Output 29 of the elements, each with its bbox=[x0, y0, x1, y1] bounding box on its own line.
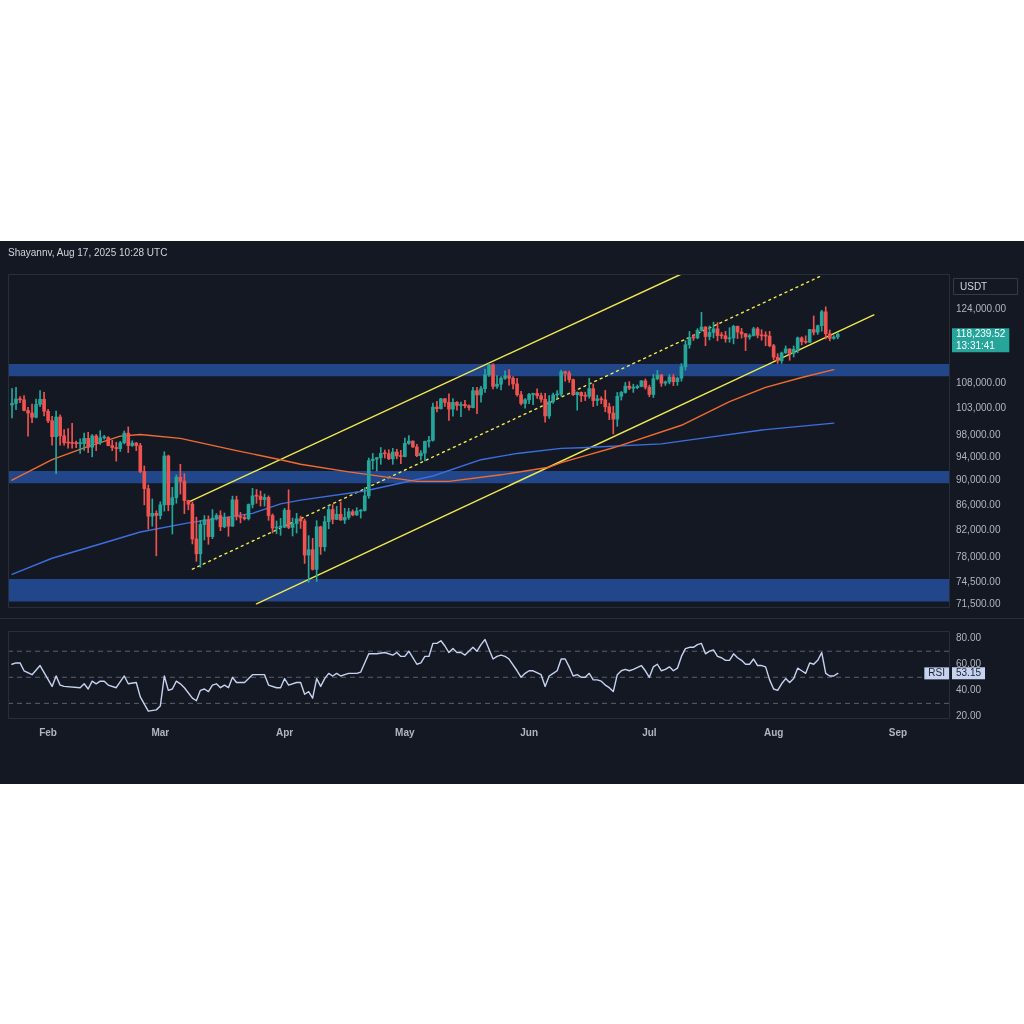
y-tick-label: 108,000.00 bbox=[956, 376, 1007, 388]
y-tick-label: 103,000.00 bbox=[956, 402, 1007, 414]
y-tick-label: 82,000.00 bbox=[956, 524, 1001, 536]
y-tick-label: 98,000.00 bbox=[956, 428, 1001, 440]
y-tick-label: 78,000.00 bbox=[956, 551, 1001, 563]
text: 13:31:41 bbox=[956, 340, 996, 352]
x-tick-label: May bbox=[395, 726, 416, 738]
x-tick-label: Jun bbox=[520, 726, 538, 738]
y-tick-label: 74,500.00 bbox=[956, 575, 1001, 587]
chart-title: Shayannv, Aug 17, 2025 10:28 UTC bbox=[8, 247, 168, 258]
x-tick-label: Feb bbox=[39, 726, 57, 738]
y-tick-label: 40.00 bbox=[956, 684, 982, 696]
y-tick-label: 71,500.00 bbox=[956, 597, 1001, 609]
y-tick-label: 20.00 bbox=[956, 710, 982, 722]
x-tick-label: Aug bbox=[763, 726, 784, 738]
y-axis-title: USDT bbox=[960, 280, 988, 292]
x-tick-label: Mar bbox=[151, 726, 170, 738]
y-tick-label: 94,000.00 bbox=[956, 451, 1001, 463]
y-tick-label: 124,000.00 bbox=[956, 302, 1007, 314]
y-tick-label: 90,000.00 bbox=[956, 474, 1001, 486]
y-tick-label: 60.00 bbox=[956, 657, 982, 669]
x-tick-label: Jul bbox=[642, 726, 657, 738]
y-tick-label: 80.00 bbox=[956, 631, 982, 643]
y-tick-label: 86,000.00 bbox=[956, 498, 1001, 510]
text: 53.15 bbox=[956, 667, 982, 679]
legend-label: RSI bbox=[928, 667, 945, 679]
x-tick-label: Apr bbox=[275, 726, 294, 738]
text: 118,239.52 bbox=[956, 328, 1006, 340]
x-tick-label: Sep bbox=[888, 726, 908, 738]
